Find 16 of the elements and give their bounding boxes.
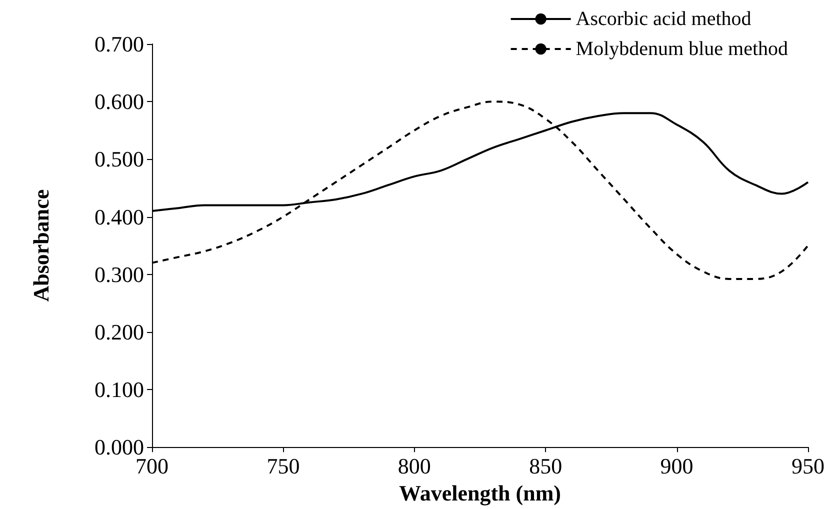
y-tick-label: 0.200 xyxy=(94,319,144,344)
x-tick-label: 900 xyxy=(660,454,694,479)
x-tick-label: 950 xyxy=(792,454,824,479)
y-tick-label: 0.600 xyxy=(94,89,144,114)
legend-label: Ascorbic acid method xyxy=(576,8,752,30)
x-tick-label: 750 xyxy=(266,454,300,479)
x-axis-title: Wavelength (nm) xyxy=(399,480,561,506)
x-tick-label: 800 xyxy=(398,454,431,479)
legend-label: Molybdenum blue method xyxy=(576,38,788,60)
y-axis-title: Absorbance xyxy=(28,189,54,302)
y-tick-label: 0.400 xyxy=(94,204,144,230)
y-tick-label: 0.300 xyxy=(94,262,144,287)
y-tick-label: 0.700 xyxy=(94,32,144,56)
y-tick-label: 0.500 xyxy=(94,146,144,172)
x-tick-label: 850 xyxy=(529,454,562,479)
y-tick-label: 0.100 xyxy=(94,377,144,402)
